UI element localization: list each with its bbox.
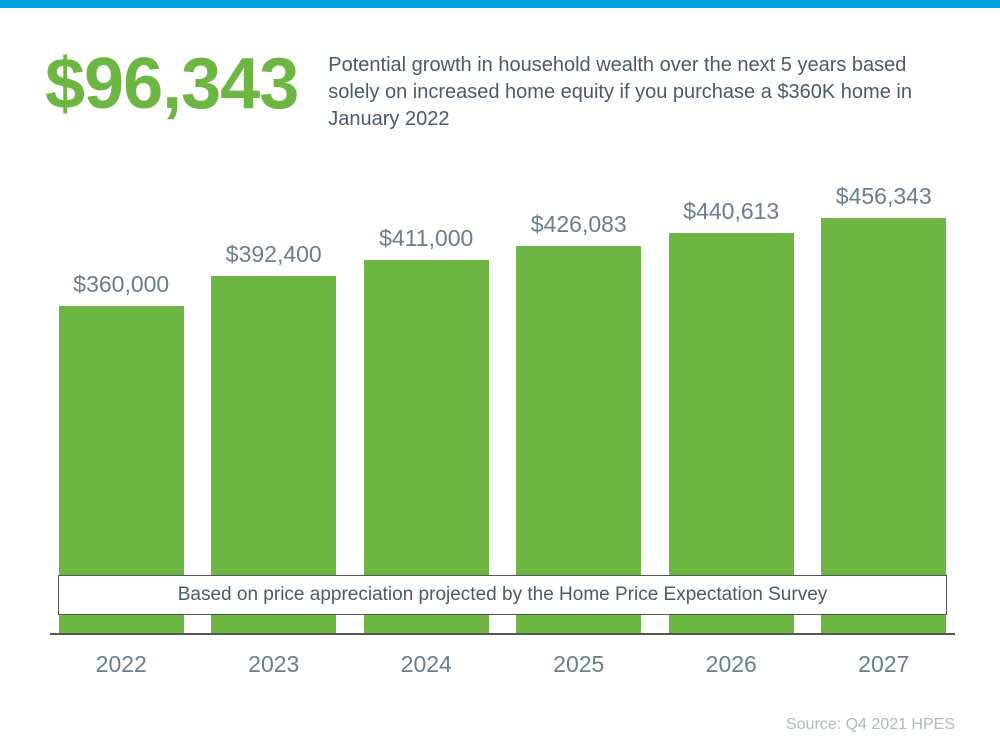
x-axis-label: 2023 (203, 651, 346, 678)
header: $96,343 Potential growth in household we… (0, 8, 1000, 143)
bar-value-label: $411,000 (379, 225, 473, 252)
bar-chart: $360,0002022$392,4002023$411,0002024$426… (50, 165, 955, 690)
bars-container: $360,0002022$392,4002023$411,0002024$426… (50, 165, 955, 635)
footnote-box: Based on price appreciation projected by… (58, 575, 947, 615)
bar-slot: $456,3432027 (813, 165, 956, 633)
bar-slot: $426,0832025 (508, 165, 651, 633)
bar-value-label: $456,343 (836, 183, 932, 210)
x-axis-label: 2025 (508, 651, 651, 678)
bar-value-label: $426,083 (531, 211, 627, 238)
x-axis-label: 2024 (355, 651, 498, 678)
description-text: Potential growth in household wealth ove… (328, 52, 960, 133)
bar-slot: $440,6132026 (660, 165, 803, 633)
bar-slot: $360,0002022 (50, 165, 193, 633)
headline-number: $96,343 (45, 48, 298, 120)
bar-value-label: $440,613 (683, 198, 779, 225)
bar (669, 233, 794, 633)
bar-slot: $411,0002024 (355, 165, 498, 633)
bar-value-label: $392,400 (226, 241, 322, 268)
source-citation: Source: Q4 2021 HPES (786, 716, 955, 734)
x-axis-label: 2022 (50, 651, 193, 678)
bar-slot: $392,4002023 (203, 165, 346, 633)
bar-value-label: $360,000 (73, 271, 169, 298)
bar (821, 218, 946, 633)
top-accent-bar (0, 0, 1000, 8)
x-axis-label: 2027 (813, 651, 956, 678)
x-axis-label: 2026 (660, 651, 803, 678)
